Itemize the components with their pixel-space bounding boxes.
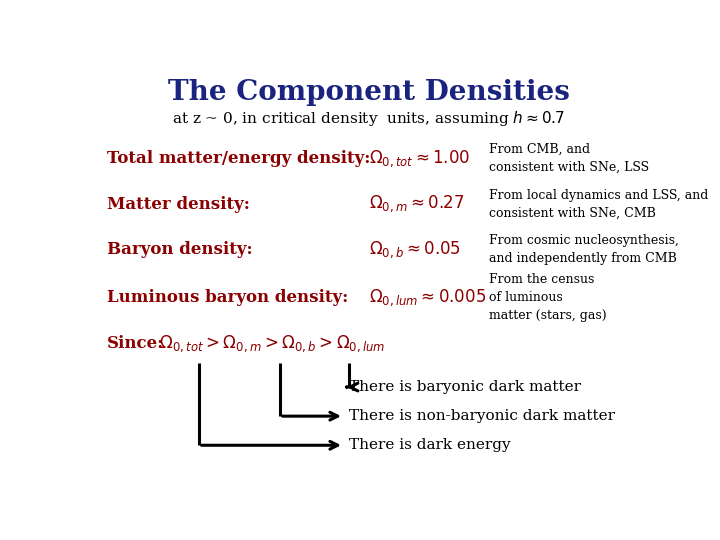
Text: From local dynamics and LSS, and
consistent with SNe, CMB: From local dynamics and LSS, and consist… [489, 188, 708, 220]
Text: at z ~ 0, in critical density  units, assuming $h \approx 0.7$: at z ~ 0, in critical density units, ass… [173, 109, 565, 129]
Text: Matter density:: Matter density: [107, 195, 250, 213]
Text: From cosmic nucleosynthesis,
and independently from CMB: From cosmic nucleosynthesis, and indepen… [489, 234, 679, 265]
Text: $\Omega_{0,tot} \approx 1.00$: $\Omega_{0,tot} \approx 1.00$ [369, 148, 470, 168]
Text: There is dark energy: There is dark energy [349, 438, 511, 453]
Text: Baryon density:: Baryon density: [107, 241, 253, 258]
Text: From CMB, and
consistent with SNe, LSS: From CMB, and consistent with SNe, LSS [489, 143, 649, 174]
Text: $\Omega_{0,lum} \approx 0.005$: $\Omega_{0,lum} \approx 0.005$ [369, 287, 486, 308]
Text: The Component Densities: The Component Densities [168, 79, 570, 106]
Text: There is baryonic dark matter: There is baryonic dark matter [349, 380, 582, 394]
Text: There is non-baryonic dark matter: There is non-baryonic dark matter [349, 409, 616, 423]
Text: $\Omega_{0,m} \approx 0.27$: $\Omega_{0,m} \approx 0.27$ [369, 194, 464, 214]
Text: Since:: Since: [107, 335, 164, 352]
Text: Luminous baryon density:: Luminous baryon density: [107, 289, 348, 306]
Text: Total matter/energy density:: Total matter/energy density: [107, 150, 370, 167]
Text: $\Omega_{0,tot} > \Omega_{0,m} > \Omega_{0,b} > \Omega_{0,lum}$: $\Omega_{0,tot} > \Omega_{0,m} > \Omega_… [148, 333, 385, 354]
Text: From the census
of luminous
matter (stars, gas): From the census of luminous matter (star… [489, 273, 606, 322]
Text: $\Omega_{0,b} \approx 0.05$: $\Omega_{0,b} \approx 0.05$ [369, 240, 461, 260]
